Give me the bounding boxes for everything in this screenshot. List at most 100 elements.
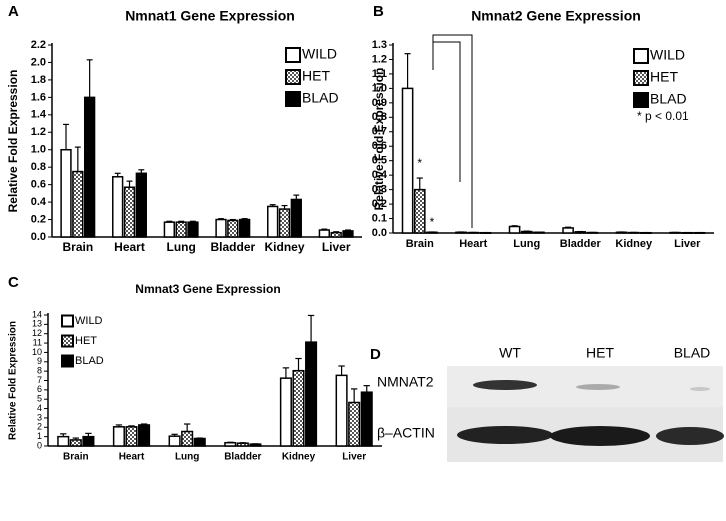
legend-label: BLAD [302, 90, 339, 106]
panel-letter: A [8, 3, 19, 20]
x-tick-label: Liver [322, 240, 351, 254]
y-tick-label: 0.3 [372, 184, 387, 196]
bar [187, 221, 199, 238]
bar [467, 231, 480, 234]
x-tick-label: Kidney [615, 238, 653, 250]
y-tick-label: 2 [37, 422, 42, 432]
x-tick-label: Liver [342, 452, 366, 463]
bar [693, 231, 706, 234]
bar [305, 341, 318, 447]
bar [278, 208, 291, 238]
bar [135, 172, 147, 238]
x-tick-label: Lung [513, 238, 540, 250]
bar [83, 96, 96, 238]
blot-column: HET [586, 345, 614, 361]
x-tick-label: Bladder [560, 238, 602, 250]
bar [224, 441, 237, 447]
blot-row: NMNAT2 [377, 374, 434, 390]
panel-letter: C [8, 274, 19, 291]
bar [574, 231, 587, 234]
western-blot [447, 366, 724, 462]
y-tick-label: 0.6 [31, 179, 46, 191]
y-tick-label: 1.0 [31, 144, 46, 156]
x-tick-label: Lung [167, 240, 196, 254]
y-tick-label: 2.2 [31, 39, 46, 51]
bar [615, 231, 628, 234]
bar [479, 231, 492, 234]
bar [236, 442, 249, 447]
bar [168, 435, 181, 447]
bar [533, 231, 545, 234]
bar [181, 430, 194, 447]
chart-title: Nmnat1 Gene Expression [125, 8, 295, 24]
y-tick-label: 10 [32, 347, 42, 357]
blot-row: β–ACTIN [377, 425, 435, 441]
legend-swatch [633, 92, 649, 108]
x-tick-label: Brain [62, 240, 93, 254]
bar [112, 426, 125, 447]
legend-label: WILD [75, 315, 103, 327]
x-tick-label: Brain [63, 452, 89, 463]
chart-title: Nmnat2 Gene Expression [471, 8, 641, 24]
y-tick-label: 1.2 [31, 126, 46, 138]
panel-letter: D [370, 346, 381, 363]
y-tick-label: 1 [37, 431, 42, 441]
bar [57, 435, 70, 447]
legend-swatch [61, 334, 74, 348]
y-tick-label: 1.2 [372, 53, 387, 65]
bar [290, 198, 302, 238]
y-tick-label: 0.1 [372, 212, 387, 224]
bar [520, 230, 533, 234]
y-axis-label: Relative Fold Expression [8, 321, 19, 440]
y-tick-label: 5 [37, 394, 42, 404]
legend-label: WILD [302, 46, 337, 62]
bar [72, 170, 84, 238]
bar [586, 231, 599, 234]
y-tick-label: 0.0 [372, 227, 387, 239]
legend-swatch [633, 70, 649, 86]
x-tick-label: Bladder [224, 452, 261, 463]
x-tick-label: Bladder [210, 240, 255, 254]
bar [360, 391, 373, 447]
significance-note: * p < 0.01 [637, 109, 689, 123]
bar [426, 231, 438, 234]
legend-swatch [285, 69, 301, 85]
y-tick-label: 0.8 [31, 161, 46, 173]
chart-title: Nmnat3 Gene Expression [135, 282, 280, 296]
bar [640, 231, 652, 234]
bar [562, 227, 574, 234]
y-tick-label: 7 [37, 375, 42, 385]
y-tick-label: 8 [37, 366, 42, 376]
y-tick-label: 0.0 [31, 231, 46, 243]
bar [82, 435, 95, 447]
y-tick-label: 0.6 [372, 140, 387, 152]
significance-mark: * [430, 215, 435, 229]
bar [267, 205, 279, 238]
bar [112, 176, 124, 238]
y-tick-label: 1.1 [372, 68, 387, 80]
legend-label: WILD [650, 47, 685, 63]
y-tick-label: 0.4 [372, 169, 388, 181]
bar [330, 231, 342, 238]
x-tick-label: Lung [175, 452, 199, 463]
y-tick-label: 13 [32, 319, 42, 329]
y-tick-label: 0.2 [372, 198, 387, 210]
y-tick-label: 2.0 [31, 56, 46, 68]
bar [69, 439, 82, 447]
y-tick-label: 12 [32, 328, 42, 338]
bar [193, 437, 206, 447]
significance-bracket [432, 34, 473, 228]
y-tick-label: 1.8 [31, 74, 46, 86]
bar [292, 369, 305, 447]
legend-swatch [61, 354, 74, 368]
bar [249, 443, 262, 447]
legend-label: BLAD [75, 355, 104, 367]
bar [508, 225, 521, 234]
legend-swatch [633, 48, 649, 64]
y-tick-label: 0.4 [31, 196, 47, 208]
x-tick-label: Kidney [282, 452, 316, 463]
y-tick-label: 0.9 [372, 97, 387, 109]
y-tick-label: 1.6 [31, 91, 46, 103]
legend-label: BLAD [650, 91, 687, 107]
